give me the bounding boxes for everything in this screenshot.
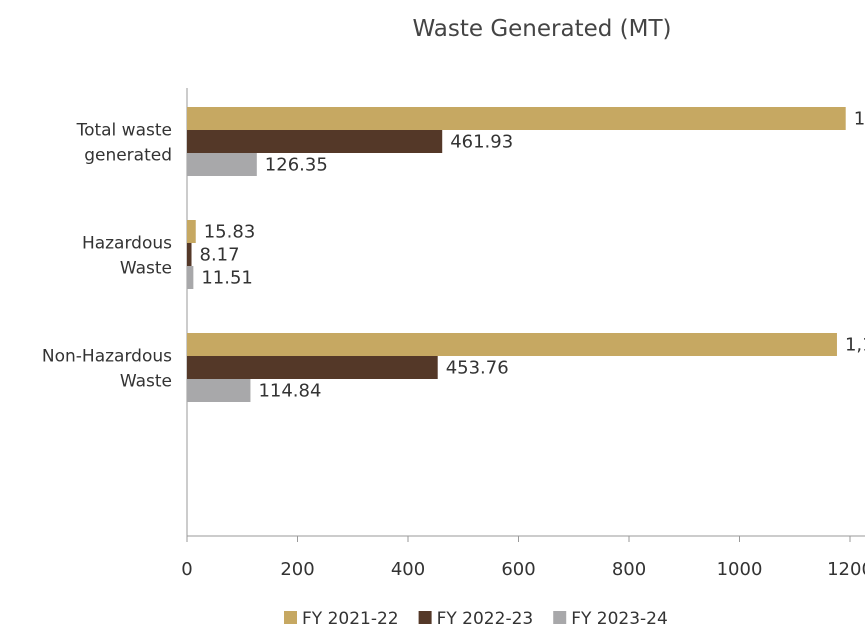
legend-item: FY 2021-22	[284, 609, 399, 629]
bar	[187, 130, 443, 153]
legend-swatch	[284, 611, 297, 624]
legend-label: FY 2023-24	[571, 609, 668, 629]
data-label: 1,176.40	[845, 335, 865, 356]
x-tick-label: 400	[391, 559, 425, 580]
data-label: 11.51	[201, 268, 253, 289]
chart-category-labels: Total waste generated Hazardous Waste Non-Ha…	[42, 121, 172, 392]
bar	[187, 107, 846, 130]
bar	[187, 153, 257, 176]
bar	[187, 356, 438, 379]
chart-bars	[187, 107, 846, 402]
x-tick-label: 600	[501, 559, 535, 580]
category-label: Total waste generated	[76, 121, 172, 166]
legend-label: FY 2021-22	[302, 609, 399, 629]
legend-label: FY 2022-23	[437, 609, 534, 629]
chart-tick-labels: 0 200 400 600 800 1000 1200	[181, 559, 865, 580]
x-tick-label: 200	[280, 559, 314, 580]
data-label: 15.83	[204, 222, 256, 243]
bar	[187, 266, 194, 289]
category-label: Non-Hazardous Waste	[42, 347, 172, 392]
chart-title: Waste Generated (MT)	[413, 16, 672, 42]
data-label: 1,192.22	[854, 109, 865, 130]
x-tick-label: 0	[181, 559, 192, 580]
legend-swatch	[418, 611, 432, 624]
bar	[187, 220, 196, 243]
legend-item: FY 2023-24	[553, 609, 668, 629]
data-label: 114.84	[258, 381, 321, 402]
data-label: 453.76	[446, 358, 509, 379]
bar	[187, 243, 192, 266]
data-label: 126.35	[265, 155, 328, 176]
data-label: 461.93	[450, 132, 513, 153]
x-tick-label: 1200	[827, 559, 865, 580]
x-tick-label: 1000	[717, 559, 763, 580]
data-label: 8.17	[200, 245, 240, 266]
category-label: Hazardous Waste	[82, 234, 172, 279]
legend-swatch	[553, 611, 567, 624]
bar	[187, 333, 837, 356]
chart-legend: FY 2021-22 FY 2022-23 FY 2023-24	[284, 609, 668, 629]
bar	[187, 379, 251, 402]
x-tick-label: 800	[612, 559, 646, 580]
legend-item: FY 2022-23	[418, 609, 534, 629]
